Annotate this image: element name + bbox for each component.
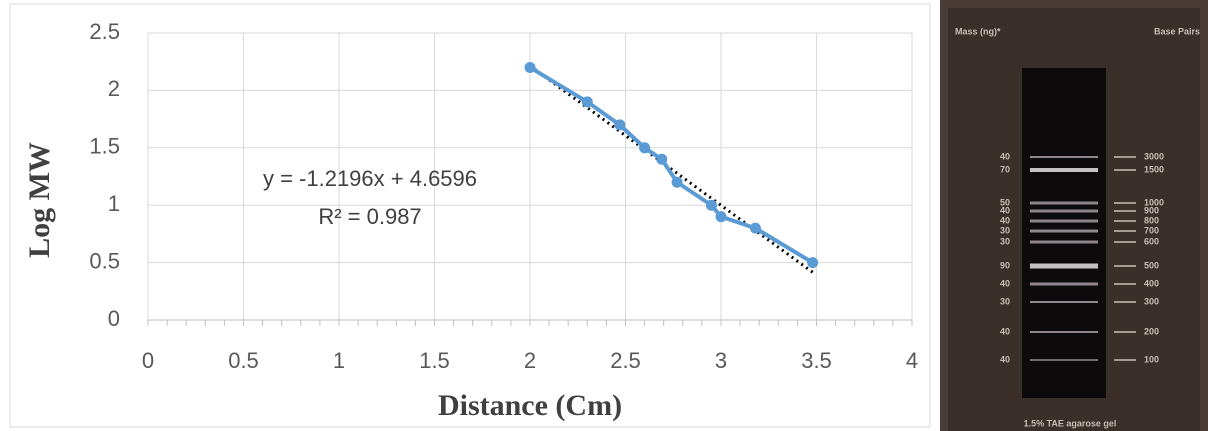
bp-label: 400: [1144, 278, 1159, 288]
point: [807, 257, 819, 269]
bp-label: 100: [1144, 354, 1159, 364]
bp-label: 1500: [1144, 164, 1164, 174]
point: [749, 222, 761, 234]
mass-label: 40: [1000, 354, 1010, 364]
mass-label: 30: [1000, 225, 1010, 235]
band: [1030, 331, 1098, 333]
x-tick-label: 1.5: [419, 348, 450, 373]
band: [1030, 201, 1098, 205]
mass-label: 30: [1000, 236, 1010, 246]
point: [671, 176, 683, 188]
y-tick-label: 2.5: [89, 19, 120, 44]
series-line: [528, 65, 814, 265]
x-tick-label: 2.5: [610, 348, 641, 373]
bp-label: 300: [1144, 296, 1159, 306]
mass-label: 40: [1000, 151, 1010, 161]
x-tick-label: 1: [333, 348, 345, 373]
point: [614, 119, 626, 131]
mass-header: Mass (ng)*: [955, 26, 1001, 36]
mass-label: 90: [1000, 260, 1010, 270]
x-tick-label: 3.5: [801, 348, 832, 373]
gel-caption: 1.5% TAE agarose gel: [1024, 418, 1117, 428]
bp-label: 700: [1144, 225, 1159, 235]
band: [1030, 168, 1098, 172]
mass-label: 40: [1000, 205, 1010, 215]
band: [1030, 229, 1098, 233]
x-tick-label: 2: [524, 348, 536, 373]
y-tick-label: 0.5: [89, 248, 120, 273]
x-tick-label: 4: [906, 348, 918, 373]
y-axis-title: Log MW: [23, 142, 56, 258]
point: [705, 199, 717, 211]
band: [1030, 263, 1098, 269]
bp-label: 800: [1144, 215, 1159, 225]
bp-label: 600: [1144, 236, 1159, 246]
point: [715, 211, 727, 223]
r-squared: R² = 0.987: [318, 204, 421, 229]
trendline: [529, 64, 814, 274]
band: [1030, 282, 1098, 286]
gel-lane: [1022, 68, 1106, 398]
band: [1030, 359, 1098, 361]
band: [1030, 156, 1098, 158]
y-tick-label: 0: [108, 306, 120, 331]
y-tick-label: 1.5: [89, 134, 120, 159]
bp-header: Base Pairs: [1154, 26, 1200, 36]
point: [524, 61, 536, 73]
mass-label: 30: [1000, 296, 1010, 306]
band: [1030, 219, 1098, 223]
point: [581, 96, 593, 108]
plot: 0 0.5 1 1.5 2 2.5 0 0.5 1 1.5 2 2.5 3 3.5 4: [89, 19, 918, 373]
bp-label: 200: [1144, 326, 1159, 336]
equation: y = -1.2196x + 4.6596: [263, 166, 477, 191]
mass-label: 70: [1000, 164, 1010, 174]
gel-bands: 3000 40 1500 70 1000 50 900 40 800 40 700 30 600 30 50…: [1000, 151, 1164, 364]
x-tick-label: 0.5: [228, 348, 259, 373]
bp-label: 900: [1144, 205, 1159, 215]
y-tick-label: 2: [108, 76, 120, 101]
mass-label: 40: [1000, 278, 1010, 288]
x-axis-title: Distance (Cm): [438, 389, 622, 422]
mass-label: 40: [1000, 326, 1010, 336]
chart-frame: [9, 3, 931, 428]
bp-label: 1000: [1144, 197, 1164, 207]
y-tick-label: 1: [108, 191, 120, 216]
mass-label: 40: [1000, 215, 1010, 225]
mass-label: 50: [1000, 197, 1010, 207]
x-tick-label: 0: [142, 348, 154, 373]
band: [1030, 301, 1098, 303]
band: [1030, 209, 1098, 213]
point: [656, 153, 668, 165]
bp-label: 500: [1144, 260, 1159, 270]
point: [639, 142, 651, 154]
band: [1030, 240, 1098, 244]
bp-label: 3000: [1144, 151, 1164, 161]
x-tick-label: 3: [715, 348, 727, 373]
